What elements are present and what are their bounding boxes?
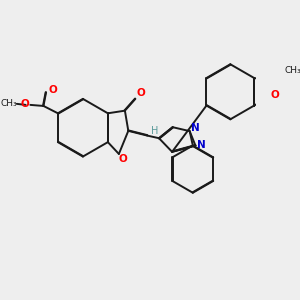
- Text: O: O: [49, 85, 57, 95]
- Text: CH₃: CH₃: [1, 99, 17, 108]
- Text: H: H: [151, 126, 158, 136]
- Text: O: O: [20, 99, 29, 109]
- Text: N: N: [190, 123, 199, 133]
- Text: O: O: [270, 90, 279, 100]
- Text: O: O: [136, 88, 145, 98]
- Text: O: O: [118, 154, 127, 164]
- Text: CH₃: CH₃: [284, 66, 300, 75]
- Text: N: N: [197, 140, 206, 150]
